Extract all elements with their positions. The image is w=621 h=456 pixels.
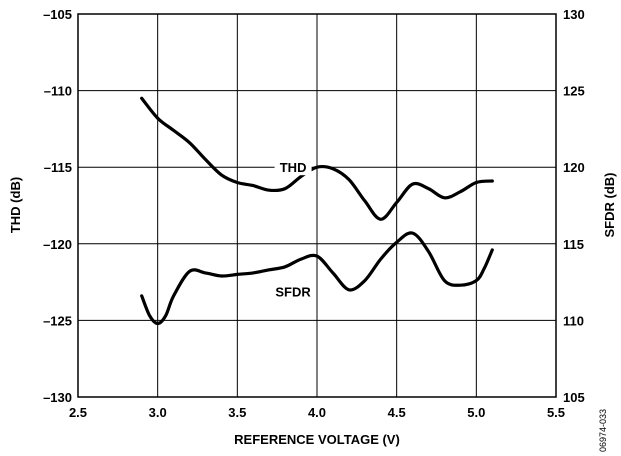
x-tick-label: 4.5 — [388, 405, 406, 420]
y-tick-label-right: 120 — [563, 160, 585, 175]
x-tick-label: 5.0 — [467, 405, 485, 420]
y-tick-label-left: –130 — [43, 390, 72, 405]
y-tick-label-right: 125 — [563, 84, 585, 99]
y-tick-label-right: 115 — [563, 237, 584, 252]
series-label-bg-thd — [274, 157, 312, 176]
series-line-sfdr — [140, 231, 494, 326]
figure-code: 06974-033 — [598, 409, 608, 452]
y-tick-label-right: 130 — [563, 7, 585, 22]
series-label-thd: THD — [280, 160, 307, 175]
y-tick-label-right: 105 — [563, 390, 585, 405]
y-tick-label-left: –125 — [43, 313, 72, 328]
x-tick-label: 3.0 — [149, 405, 167, 420]
x-tick-label: 2.5 — [69, 405, 87, 420]
y-axis-title-right: SFDR (dB) — [602, 173, 617, 238]
series-line-thd — [140, 96, 494, 221]
x-tick-label: 5.5 — [547, 405, 565, 420]
y-tick-label-left: –105 — [43, 7, 72, 22]
series-label-bg-sfdr — [270, 281, 317, 300]
y-tick-label-right: 110 — [563, 313, 584, 328]
y-tick-label-left: –110 — [44, 84, 72, 99]
x-axis-title: REFERENCE VOLTAGE (V) — [234, 432, 400, 447]
series-label-sfdr: SFDR — [275, 284, 311, 299]
series-layer: THD SFDR — [140, 96, 494, 326]
y-axis-title-left: THD (dB) — [8, 177, 23, 233]
y-tick-label-left: –115 — [44, 160, 72, 175]
grid-lines — [78, 14, 556, 397]
tick-labels: 2.5 3.0 3.5 4.0 4.5 5.0 5.5 –130 –125 –120 –115 –11… — [43, 7, 585, 420]
x-tick-label: 4.0 — [308, 405, 326, 420]
plot-frame — [77, 13, 557, 398]
x-tick-label: 3.5 — [228, 405, 246, 420]
y-tick-label-left: –120 — [43, 237, 72, 252]
